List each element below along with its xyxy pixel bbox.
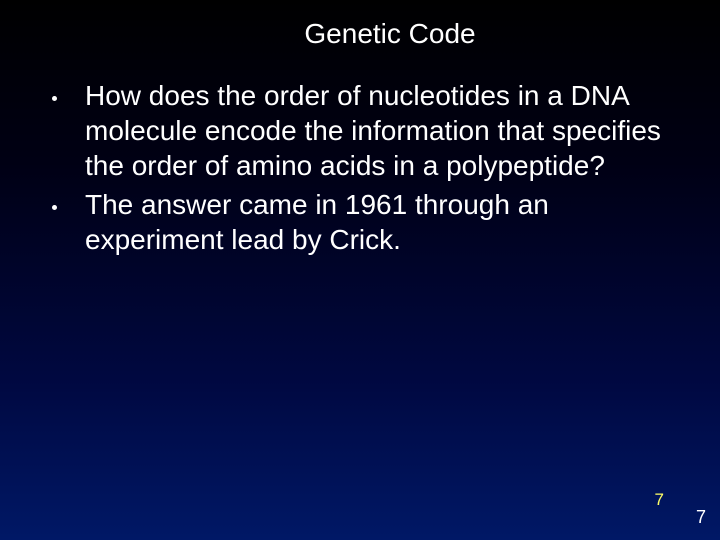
bullet-item: The answer came in 1961 through an exper… [52, 187, 688, 257]
page-number-inner: 7 [655, 490, 664, 510]
slide-content: How does the order of nucleotides in a D… [32, 78, 688, 257]
bullet-item: How does the order of nucleotides in a D… [52, 78, 688, 183]
bullet-text: The answer came in 1961 through an exper… [85, 187, 688, 257]
bullet-text: How does the order of nucleotides in a D… [85, 78, 688, 183]
slide-title: Genetic Code [92, 18, 688, 50]
page-number-outer: 7 [696, 507, 706, 528]
bullet-icon [52, 205, 57, 210]
bullet-icon [52, 96, 57, 101]
slide-container: Genetic Code How does the order of nucle… [0, 0, 720, 540]
